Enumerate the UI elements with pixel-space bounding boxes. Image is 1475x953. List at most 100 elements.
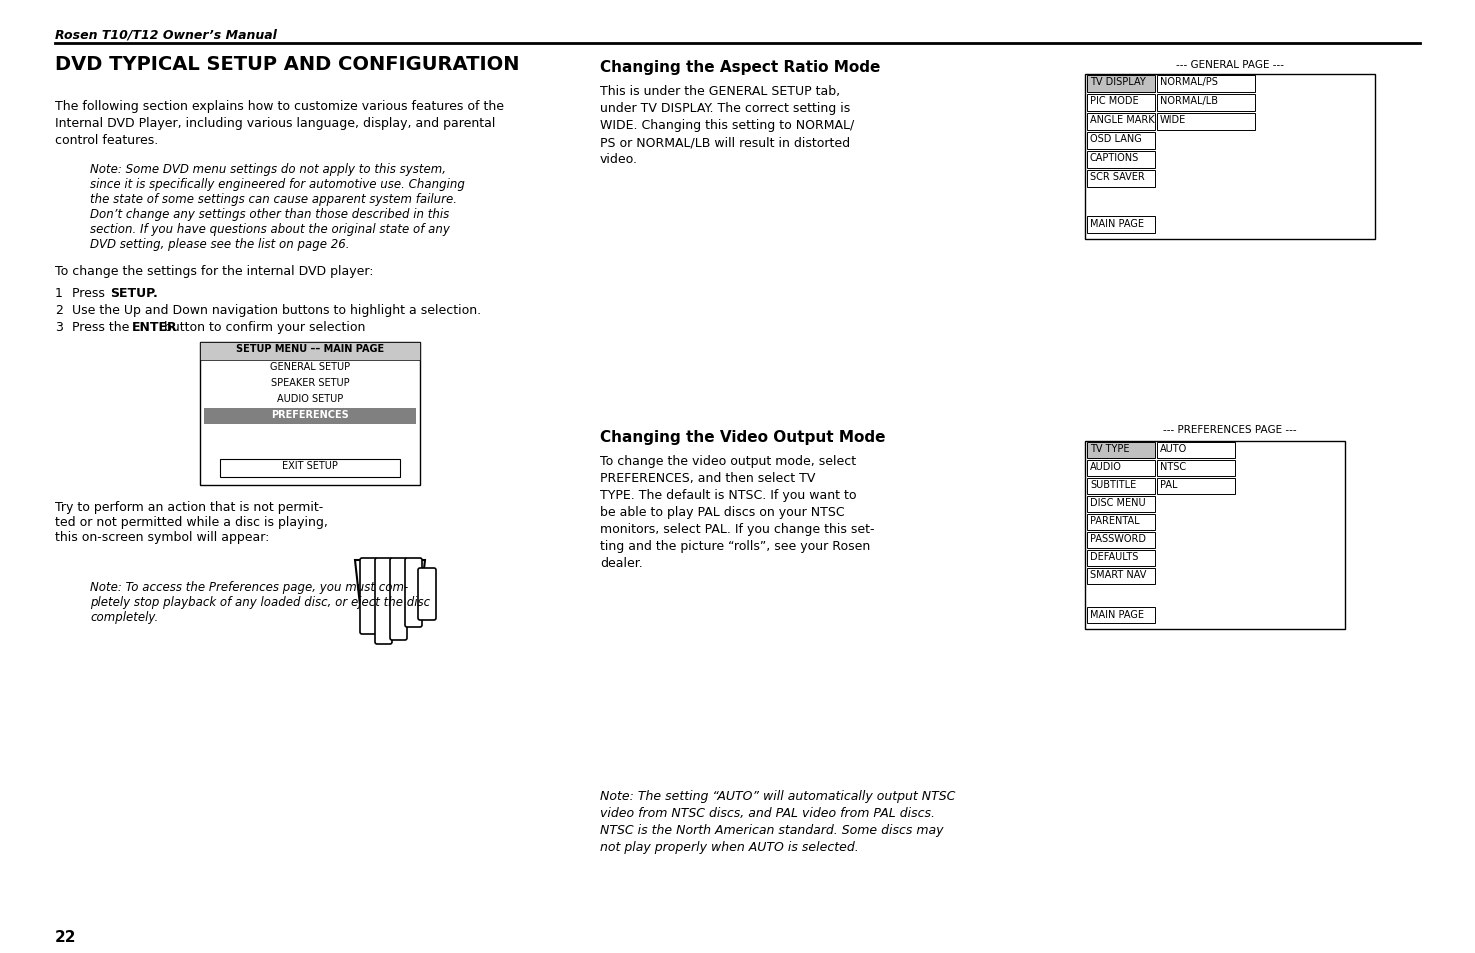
Polygon shape <box>355 560 425 605</box>
Text: MAIN PAGE: MAIN PAGE <box>1090 219 1145 229</box>
Bar <box>204 409 416 424</box>
Bar <box>1087 95 1155 112</box>
Text: DVD setting, please see the list on page 26.: DVD setting, please see the list on page… <box>90 237 350 251</box>
Text: button to confirm your selection: button to confirm your selection <box>159 320 364 334</box>
Text: Use the Up and Down navigation buttons to highlight a selection.: Use the Up and Down navigation buttons t… <box>60 304 482 316</box>
Bar <box>1087 533 1155 548</box>
Bar <box>201 343 420 485</box>
Text: This is under the GENERAL SETUP tab,: This is under the GENERAL SETUP tab, <box>600 85 841 98</box>
Text: EXIT SETUP: EXIT SETUP <box>282 460 338 471</box>
Text: 22: 22 <box>55 929 77 944</box>
Text: video from NTSC discs, and PAL video from PAL discs.: video from NTSC discs, and PAL video fro… <box>600 806 935 820</box>
Bar <box>1087 442 1155 458</box>
Text: PASSWORD: PASSWORD <box>1090 534 1146 543</box>
Text: 3: 3 <box>55 320 63 334</box>
Text: SCR SAVER: SCR SAVER <box>1090 172 1145 182</box>
Text: AUDIO SETUP: AUDIO SETUP <box>277 394 344 403</box>
Text: NTSC: NTSC <box>1159 461 1186 472</box>
Bar <box>1156 95 1255 112</box>
Text: video.: video. <box>600 152 639 166</box>
Text: WIDE. Changing this setting to NORMAL/: WIDE. Changing this setting to NORMAL/ <box>600 119 854 132</box>
Text: not play properly when AUTO is selected.: not play properly when AUTO is selected. <box>600 841 858 853</box>
Bar <box>1087 478 1155 495</box>
Text: TV DISPLAY: TV DISPLAY <box>1090 77 1146 87</box>
Text: 2: 2 <box>55 304 63 316</box>
Bar <box>1087 152 1155 169</box>
Text: To change the video output mode, select: To change the video output mode, select <box>600 455 855 468</box>
Text: --- PREFERENCES PAGE ---: --- PREFERENCES PAGE --- <box>1164 424 1297 435</box>
Bar <box>1087 497 1155 513</box>
Text: SMART NAV: SMART NAV <box>1090 569 1146 579</box>
Bar <box>1156 460 1235 476</box>
Text: The following section explains how to customize various features of the: The following section explains how to cu… <box>55 100 504 112</box>
Text: TYPE. The default is NTSC. If you want to: TYPE. The default is NTSC. If you want t… <box>600 489 857 501</box>
Bar <box>1086 75 1375 240</box>
Bar <box>1156 113 1255 131</box>
Text: Don’t change any settings other than those described in this: Don’t change any settings other than tho… <box>90 208 450 221</box>
Text: be able to play PAL discs on your NTSC: be able to play PAL discs on your NTSC <box>600 505 845 518</box>
Text: AUDIO: AUDIO <box>1090 461 1122 472</box>
Bar <box>1086 441 1345 629</box>
Bar <box>1087 551 1155 566</box>
Text: under TV DISPLAY. The correct setting is: under TV DISPLAY. The correct setting is <box>600 102 850 115</box>
Text: PARENTAL: PARENTAL <box>1090 516 1140 525</box>
Text: Note: The setting “AUTO” will automatically output NTSC: Note: The setting “AUTO” will automatica… <box>600 789 956 802</box>
FancyBboxPatch shape <box>417 568 437 620</box>
Text: Rosen T10/T12 Owner’s Manual: Rosen T10/T12 Owner’s Manual <box>55 28 277 41</box>
Text: NORMAL/PS: NORMAL/PS <box>1159 77 1218 87</box>
Bar <box>220 459 400 477</box>
FancyBboxPatch shape <box>360 558 378 635</box>
Bar <box>1156 478 1235 495</box>
Text: the state of some settings can cause apparent system failure.: the state of some settings can cause app… <box>90 193 457 206</box>
Text: SPEAKER SETUP: SPEAKER SETUP <box>271 377 350 388</box>
Text: PREFERENCES: PREFERENCES <box>271 410 350 419</box>
Text: OSD LANG: OSD LANG <box>1090 133 1142 144</box>
Text: SUBTITLE: SUBTITLE <box>1090 479 1136 490</box>
Bar <box>1087 132 1155 150</box>
Text: Changing the Aspect Ratio Mode: Changing the Aspect Ratio Mode <box>600 60 881 75</box>
Text: --- GENERAL PAGE ---: --- GENERAL PAGE --- <box>1176 60 1285 70</box>
Text: Note: To access the Preferences page, you must com-: Note: To access the Preferences page, yo… <box>90 580 409 594</box>
Text: section. If you have questions about the original state of any: section. If you have questions about the… <box>90 223 450 235</box>
FancyBboxPatch shape <box>406 558 422 627</box>
Text: PIC MODE: PIC MODE <box>1090 96 1139 106</box>
Bar <box>1087 607 1155 623</box>
Text: PAL: PAL <box>1159 479 1177 490</box>
Text: DISC MENU: DISC MENU <box>1090 497 1146 507</box>
Bar <box>1156 442 1235 458</box>
Text: ENTER: ENTER <box>131 320 177 334</box>
Text: CAPTIONS: CAPTIONS <box>1090 152 1139 163</box>
Text: DVD TYPICAL SETUP AND CONFIGURATION: DVD TYPICAL SETUP AND CONFIGURATION <box>55 55 519 74</box>
Text: 1: 1 <box>55 287 63 299</box>
FancyBboxPatch shape <box>389 558 407 640</box>
Text: TV TYPE: TV TYPE <box>1090 443 1130 454</box>
Text: SETUP MENU –– MAIN PAGE: SETUP MENU –– MAIN PAGE <box>236 344 384 354</box>
FancyBboxPatch shape <box>375 558 392 644</box>
Text: Press: Press <box>60 287 109 299</box>
Bar <box>1156 76 1255 92</box>
Text: since it is specifically engineered for automotive use. Changing: since it is specifically engineered for … <box>90 178 465 191</box>
Text: MAIN PAGE: MAIN PAGE <box>1090 609 1145 619</box>
Bar <box>201 343 420 360</box>
Text: control features.: control features. <box>55 133 158 147</box>
Bar <box>1087 216 1155 233</box>
Text: GENERAL SETUP: GENERAL SETUP <box>270 361 350 372</box>
Text: Changing the Video Output Mode: Changing the Video Output Mode <box>600 430 885 444</box>
Text: ANGLE MARK: ANGLE MARK <box>1090 115 1155 125</box>
Text: dealer.: dealer. <box>600 557 643 569</box>
Text: ting and the picture “rolls”, see your Rosen: ting and the picture “rolls”, see your R… <box>600 539 870 553</box>
Text: Internal DVD Player, including various language, display, and parental: Internal DVD Player, including various l… <box>55 117 496 130</box>
Text: NTSC is the North American standard. Some discs may: NTSC is the North American standard. Som… <box>600 823 944 836</box>
Bar <box>1087 171 1155 188</box>
Text: AUTO: AUTO <box>1159 443 1187 454</box>
Text: To change the settings for the internal DVD player:: To change the settings for the internal … <box>55 265 373 277</box>
Text: SETUP.: SETUP. <box>111 287 158 299</box>
Text: WIDE: WIDE <box>1159 115 1186 125</box>
Bar <box>1087 568 1155 584</box>
Text: DEFAULTS: DEFAULTS <box>1090 552 1139 561</box>
Text: monitors, select PAL. If you change this set-: monitors, select PAL. If you change this… <box>600 522 875 536</box>
Text: pletely stop playback of any loaded disc, or eject the disc: pletely stop playback of any loaded disc… <box>90 596 431 608</box>
Text: Note: Some DVD menu settings do not apply to this system,: Note: Some DVD menu settings do not appl… <box>90 163 445 175</box>
Bar <box>1087 113 1155 131</box>
Bar <box>1087 515 1155 531</box>
